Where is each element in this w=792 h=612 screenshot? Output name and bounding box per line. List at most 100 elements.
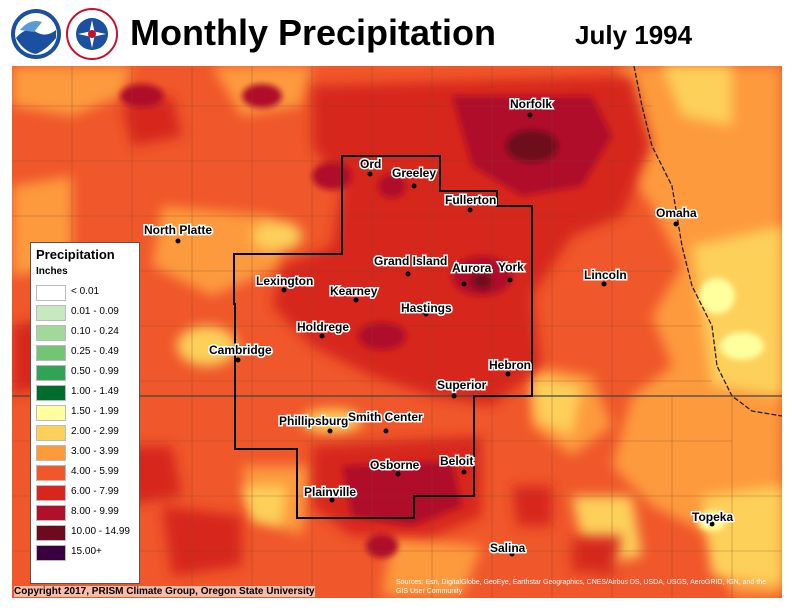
city-dot-topeka xyxy=(709,521,715,527)
legend-swatch xyxy=(36,365,66,381)
city-dot-holdrege xyxy=(319,333,325,339)
missouri-river-line xyxy=(633,66,782,417)
legend-label: 10.00 - 14.99 xyxy=(71,526,130,537)
city-dot-salina xyxy=(509,551,515,557)
city-dot-greeley xyxy=(411,183,417,189)
city-dot-north-platte xyxy=(175,238,181,244)
attribution-text: Sources: Esri, DigitalGlobe, GeoEye, Ear… xyxy=(396,579,766,595)
precipitation-map: Norfolk Ord Greeley Fullerton Omaha Nort… xyxy=(12,66,782,598)
legend-label: 0.25 - 0.49 xyxy=(71,346,119,357)
legend-label: 2.00 - 2.99 xyxy=(71,426,119,437)
legend-unit: Inches xyxy=(36,266,68,277)
legend-swatch xyxy=(36,405,66,421)
legend-item: 15.00+ xyxy=(36,545,136,561)
city-dot-kearney xyxy=(353,297,359,303)
legend-item: 0.50 - 0.99 xyxy=(36,365,136,381)
copyright-text: Copyright 2017, PRISM Climate Group, Ore… xyxy=(14,586,315,597)
city-dot-grand-island xyxy=(405,271,411,277)
legend-item: < 0.01 xyxy=(36,285,136,301)
legend-swatch xyxy=(36,305,66,321)
legend-label: 8.00 - 9.99 xyxy=(71,506,119,517)
region-outline xyxy=(233,155,533,519)
city-label-beloit: Beloit xyxy=(440,454,473,468)
legend-label: 0.01 - 0.09 xyxy=(71,306,119,317)
map-header: Monthly Precipitation July 1994 xyxy=(0,0,792,66)
city-label-osborne: Osborne xyxy=(370,458,420,472)
city-dot-plainville xyxy=(329,497,335,503)
city-label-hebron: Hebron xyxy=(489,358,531,372)
city-label-lincoln: Lincoln xyxy=(584,268,627,282)
city-dot-aurora xyxy=(461,281,467,287)
city-dot-omaha xyxy=(673,221,679,227)
city-dot-hastings xyxy=(423,311,429,317)
city-dot-york xyxy=(507,277,513,283)
city-label-york: York xyxy=(498,260,524,274)
legend-item: 8.00 - 9.99 xyxy=(36,505,136,521)
legend-swatch xyxy=(36,385,66,401)
legend-label: < 0.01 xyxy=(71,286,100,297)
legend-swatch xyxy=(36,525,66,541)
legend-item: 0.10 - 0.24 xyxy=(36,325,136,341)
noaa-logo-icon xyxy=(11,9,61,59)
city-label-phillipsburg: Phillipsburg xyxy=(279,414,348,428)
city-dot-superior xyxy=(451,393,457,399)
legend-item: 6.00 - 7.99 xyxy=(36,485,136,501)
city-dot-lincoln xyxy=(601,281,607,287)
city-label-lexington: Lexington xyxy=(256,274,313,288)
map-period: July 1994 xyxy=(575,20,693,50)
city-label-salina: Salina xyxy=(490,541,526,555)
legend-swatch xyxy=(36,285,66,301)
city-label-plainville: Plainville xyxy=(304,485,356,499)
legend-label: 1.50 - 1.99 xyxy=(71,406,119,417)
city-label-grand-island: Grand Island xyxy=(374,254,447,268)
precip-zone-10-15 xyxy=(472,130,558,289)
legend-item: 2.00 - 2.99 xyxy=(36,425,136,441)
precip-zone-1.5-2 xyxy=(698,278,764,531)
legend-label: 4.00 - 5.99 xyxy=(71,466,119,477)
legend-swatch xyxy=(36,505,66,521)
legend-item: 1.50 - 1.99 xyxy=(36,405,136,421)
legend-swatch xyxy=(36,345,66,361)
legend-label: 15.00+ xyxy=(71,546,102,557)
city-label-holdrege: Holdrege xyxy=(297,320,349,334)
city-label-north-platte: North Platte xyxy=(144,223,212,237)
legend-swatch xyxy=(36,485,66,501)
city-label-norfolk: Norfolk xyxy=(510,97,552,111)
legend-item: 4.00 - 5.99 xyxy=(36,465,136,481)
city-dot-cambridge xyxy=(235,357,241,363)
city-label-aurora: Aurora xyxy=(452,261,492,275)
city-dot-hebron xyxy=(505,371,511,377)
city-label-ord: Ord xyxy=(360,157,381,171)
legend-swatch xyxy=(36,465,66,481)
city-label-cambridge: Cambridge xyxy=(209,343,272,357)
legend-title: Precipitation xyxy=(36,247,115,262)
city-label-omaha: Omaha xyxy=(656,206,697,220)
map-canvas: Norfolk Ord Greeley Fullerton Omaha Nort… xyxy=(12,66,782,598)
city-label-superior: Superior xyxy=(437,378,487,392)
legend-swatch xyxy=(36,545,66,561)
city-dot-phillipsburg xyxy=(327,428,333,434)
city-label-smith-center: Smith Center xyxy=(348,410,423,424)
city-dot-ord xyxy=(367,171,373,177)
city-dot-norfolk xyxy=(527,112,533,118)
map-title: Monthly Precipitation xyxy=(130,12,497,53)
nws-logo-icon xyxy=(66,8,118,60)
city-dot-fullerton xyxy=(467,207,473,213)
city-label-greeley: Greeley xyxy=(392,166,436,180)
city-dot-smith-center xyxy=(383,428,389,434)
city-label-topeka: Topeka xyxy=(692,510,733,524)
legend-item: 3.00 - 3.99 xyxy=(36,445,136,461)
city-label-fullerton: Fullerton xyxy=(445,193,496,207)
legend-swatch xyxy=(36,325,66,341)
city-markers: Norfolk Ord Greeley Fullerton Omaha Nort… xyxy=(143,96,735,557)
legend-label: 0.10 - 0.24 xyxy=(71,326,119,337)
legend-label: 0.50 - 0.99 xyxy=(71,366,119,377)
city-dot-beloit xyxy=(461,469,467,475)
city-label-hastings: Hastings xyxy=(401,301,452,315)
legend-label: 3.00 - 3.99 xyxy=(71,446,119,457)
city-label-kearney: Kearney xyxy=(330,284,378,298)
legend-swatch xyxy=(36,425,66,441)
legend-item: 0.01 - 0.09 xyxy=(36,305,136,321)
legend-item: 10.00 - 14.99 xyxy=(36,525,136,541)
legend-item: 1.00 - 1.49 xyxy=(36,385,136,401)
